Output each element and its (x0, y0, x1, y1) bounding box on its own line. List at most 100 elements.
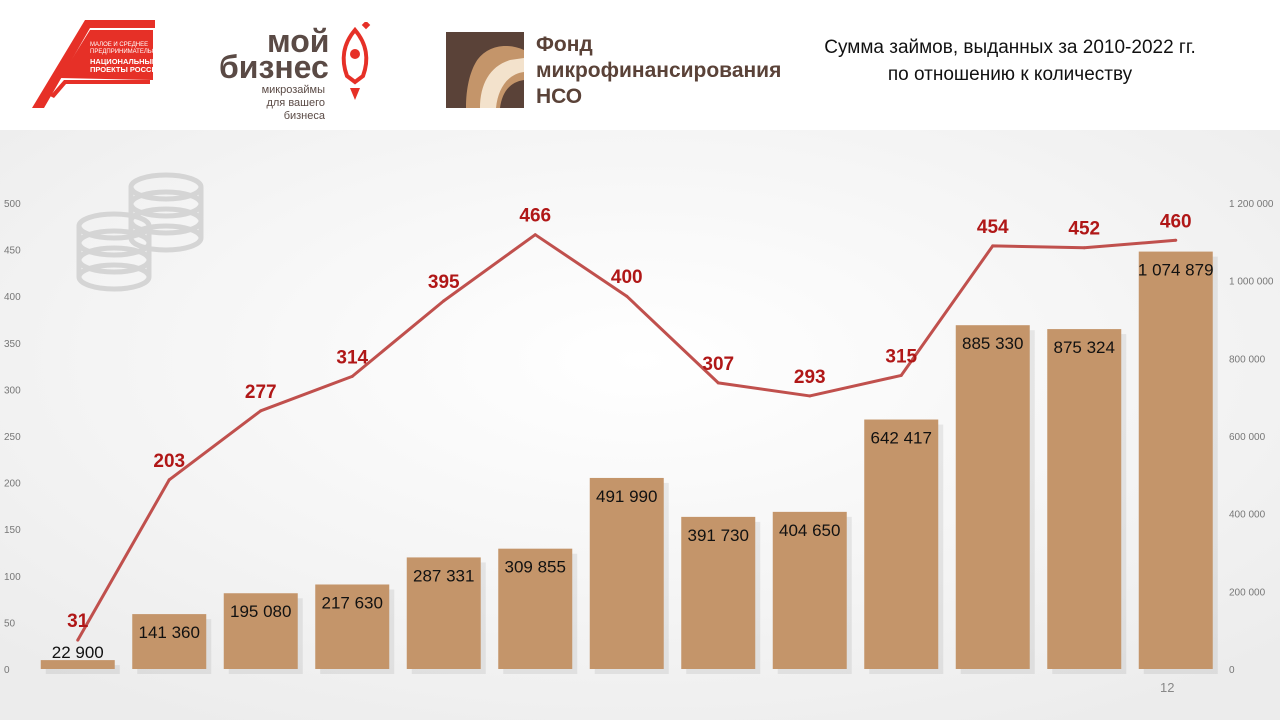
line-labels: 31 203 277 314 395 466 400 307 293 315 454 452 460 (67, 206, 1191, 632)
right-tick-label: 200 000 (1229, 587, 1266, 598)
line-value-label: 314 (336, 347, 368, 368)
header (0, 0, 1280, 130)
chart-title-line-2: по отношению к количеству (887, 64, 1133, 85)
line-value-label: 400 (611, 267, 643, 288)
moi-biznes-logo: мой бизнес микрозаймы для вашего бизнеса (215, 22, 395, 122)
line-value-label: 277 (245, 382, 277, 403)
bar-value-label: 1 074 879 (1138, 261, 1214, 280)
line-value-label: 307 (702, 354, 734, 375)
right-axis: 0 200 000 400 000 600 000 800 000 1 000 000 1 … (1229, 199, 1274, 676)
moi-biznes-word-1: мой (267, 23, 330, 59)
line-point (1082, 246, 1086, 250)
bar (955, 325, 1030, 669)
left-tick-label: 100 (4, 572, 21, 583)
bar (1138, 251, 1213, 669)
line-value-label: 203 (153, 451, 185, 472)
left-tick-label: 300 (4, 385, 21, 396)
bar (498, 548, 573, 669)
bar (772, 511, 847, 669)
right-tick-label: 0 (1229, 665, 1235, 676)
natsproekty-small-text: МАЛОЕ И СРЕДНЕЕ ПРЕДПРИНИМАТЕЛЬСТВО (90, 42, 168, 55)
line-point (808, 394, 812, 398)
bar-value-label: 391 730 (688, 526, 749, 545)
left-tick-label: 200 (4, 479, 21, 490)
coins-stack-icon (76, 172, 204, 292)
bar-value-label: 287 331 (413, 566, 474, 585)
moi-biznes-subtitle-1: микрозаймы (261, 84, 325, 96)
line-point (442, 299, 446, 303)
bar-value-label: 491 990 (596, 487, 657, 506)
line-series (76, 233, 1178, 642)
left-tick-label: 450 (4, 246, 21, 257)
right-tick-label: 400 000 (1229, 510, 1266, 521)
fond-logo: Фонд микрофинансирования НСО (446, 32, 781, 110)
moi-biznes-subtitle-2: для вашего бизнеса (266, 97, 325, 122)
bar-series (40, 251, 1218, 674)
bar-value-label: 885 330 (962, 334, 1023, 353)
bar-value-label: 642 417 (871, 429, 932, 448)
line-point (1174, 238, 1178, 242)
moi-biznes-wordmark: мой бизнес (219, 23, 330, 85)
bar (40, 660, 115, 669)
line-value-label: 395 (428, 272, 460, 293)
bar (223, 593, 298, 669)
bar-value-label: 217 630 (322, 593, 383, 612)
left-tick-label: 50 (4, 618, 16, 629)
line-point (533, 233, 537, 237)
line-point (259, 409, 263, 413)
natsproekty-big-text: НАЦИОНАЛЬНЫЕ ПРОЕКТЫ РОССИИ (90, 57, 163, 75)
line-point (350, 374, 354, 378)
line-value-label: 466 (519, 206, 551, 227)
moi-biznes-subtitle: микрозаймы для вашего бизнеса (225, 84, 325, 123)
line-point (167, 478, 171, 482)
bar (1047, 329, 1122, 669)
left-tick-label: 250 (4, 432, 21, 443)
line-value-label: 454 (977, 217, 1009, 238)
natsproekty-emblem-icon (32, 20, 155, 108)
rocket-icon (341, 22, 371, 100)
bar-value-label: 309 855 (505, 558, 566, 577)
right-tick-label: 1 200 000 (1229, 199, 1274, 210)
left-tick-label: 500 (4, 199, 21, 210)
bar-value-label: 404 650 (779, 521, 840, 540)
bar-value-label: 22 900 (52, 643, 104, 662)
line-point (991, 244, 995, 248)
page-number: 12 (1160, 680, 1175, 695)
bar-shadow (45, 665, 120, 674)
fond-name-line-1: Фонд (536, 33, 593, 56)
line-value-label: 293 (794, 367, 826, 388)
bar-value-label: 195 080 (230, 602, 291, 621)
fond-name-line-3: НСО (536, 85, 583, 108)
bar (864, 419, 939, 669)
left-tick-label: 0 (4, 665, 10, 676)
line-point (716, 381, 720, 385)
right-tick-label: 1 000 000 (1229, 277, 1274, 288)
coin (76, 262, 152, 292)
bar (132, 614, 207, 669)
left-tick-label: 400 (4, 292, 21, 303)
bar (315, 584, 390, 669)
line-value-label: 452 (1068, 219, 1100, 240)
left-axis: 0 50 100 150 200 250 300 350 400 450 500 (4, 199, 21, 676)
bar (681, 516, 756, 669)
line-point (76, 638, 80, 642)
bar-labels: 22 900 141 360 195 080 217 630 287 331 309 85… (52, 261, 1214, 663)
bar-value-label: 875 324 (1054, 338, 1115, 357)
left-tick-label: 350 (4, 339, 21, 350)
bar (589, 477, 664, 669)
line-point (625, 294, 629, 298)
chart-title-line-1: Сумма займов, выданных за 2010-2022 гг. (824, 37, 1196, 58)
fond-name-line-2: микрофинансирования (536, 59, 782, 82)
fond-name: Фонд микрофинансирования НСО (536, 32, 781, 110)
right-tick-label: 800 000 (1229, 354, 1266, 365)
right-tick-label: 600 000 (1229, 432, 1266, 443)
natsproekty-logo: МАЛОЕ И СРЕДНЕЕ ПРЕДПРИНИМАТЕЛЬСТВО НАЦИ… (30, 18, 168, 110)
line-value-label: 31 (67, 611, 89, 632)
left-tick-label: 150 (4, 525, 21, 536)
line-value-label: 460 (1160, 211, 1192, 232)
line-point (899, 373, 903, 377)
moi-biznes-word-2: бизнес (219, 49, 329, 85)
bar-value-label: 141 360 (139, 623, 200, 642)
fond-emblem-icon (446, 32, 524, 108)
